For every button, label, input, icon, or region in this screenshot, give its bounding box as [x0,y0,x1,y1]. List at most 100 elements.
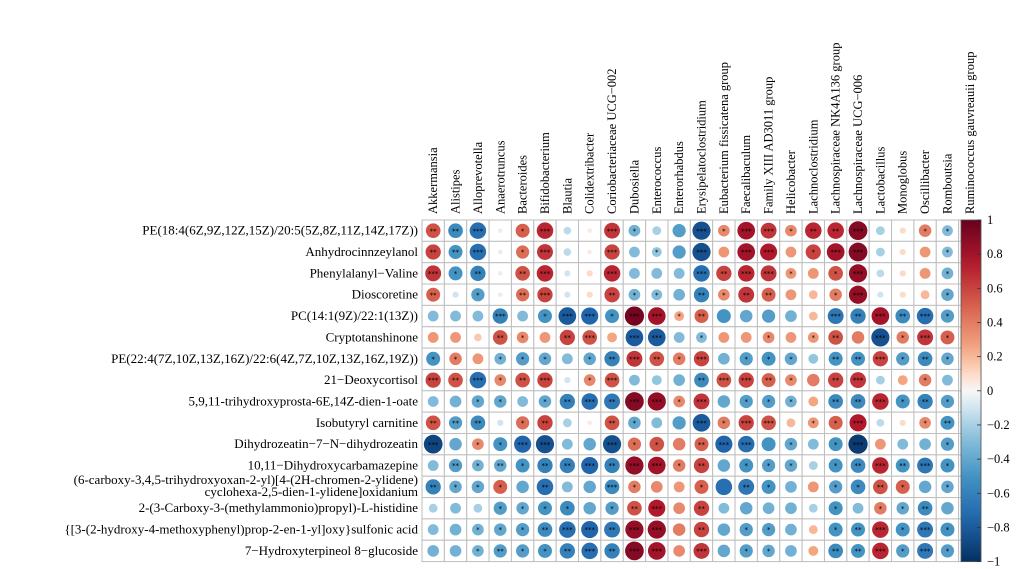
correlation-circle [651,417,663,429]
correlation-circle [493,544,507,558]
significance-star: * [834,462,838,470]
significance-star: * [499,441,503,449]
significance-star: *** [853,291,864,299]
row-label: PC(14:1(9Z)/22:1(13Z)) [291,308,418,323]
correlation-circle [604,287,620,303]
row-label: PE(18:4(6Z,9Z,12Z,15Z)/20:5(5Z,8Z,11Z,14… [142,223,418,238]
correlation-circle [808,353,819,364]
correlation-circle [826,243,845,261]
correlation-circle [940,522,955,537]
significance-star: ** [541,483,549,491]
correlation-circle [494,523,507,536]
correlation-circle [672,352,686,366]
correlation-circle [829,288,842,301]
significance-star: ** [832,355,840,363]
significance-star: * [521,355,525,363]
correlation-circle [761,351,776,366]
correlation-circle [564,377,571,384]
significance-star: *** [652,462,663,470]
correlation-circle [899,227,906,234]
correlation-circle [899,270,906,277]
significance-star: ** [698,526,706,534]
correlation-circle [694,479,709,494]
correlation-circle [785,224,797,237]
correlation-circle [448,416,463,430]
significance-star: * [499,398,503,406]
significance-star: * [700,334,704,342]
significance-star: ** [899,313,907,321]
column-label: Monoglobus [896,151,910,214]
significance-star: *** [629,313,640,321]
correlation-circle [692,242,711,262]
correlation-circle [784,352,798,366]
correlation-circle [427,332,439,343]
significance-star: * [476,398,480,406]
correlation-circle [673,288,685,301]
significance-star: *** [741,227,752,235]
significance-star: *** [875,355,886,363]
significance-star: ** [609,419,617,427]
correlation-circle [940,330,955,345]
correlation-circle [493,501,507,515]
correlation-circle [427,545,440,557]
column-label: Enterorhabdus [672,141,686,214]
significance-star: *** [629,462,640,470]
correlation-circle [850,394,866,409]
significance-star: * [521,334,525,342]
correlation-circle [785,289,797,301]
correlation-circle [425,479,441,495]
correlation-circle [515,458,530,473]
correlation-circle [672,245,686,259]
correlation-circle [718,224,730,237]
correlation-circle [899,291,906,298]
significance-star: * [789,462,793,470]
colorbar-tick-label: −0.6 [987,486,1010,500]
correlation-circle [875,375,885,385]
correlation-circle [784,459,798,472]
correlation-circle [515,223,530,238]
significance-star: ** [609,291,617,299]
correlation-circle [469,222,487,239]
correlation-circle [516,331,529,344]
correlation-circle [425,223,441,238]
significance-star: * [946,313,950,321]
correlation-circle [738,415,754,431]
significance-star: * [476,526,480,534]
significance-star: ** [519,377,527,385]
correlation-circle [718,502,730,514]
significance-star: *** [540,377,551,385]
significance-star: ** [452,377,460,385]
correlation-circle [561,438,573,450]
significance-star: * [633,441,637,449]
correlation-circle [472,459,484,472]
significance-star: *** [741,377,752,385]
correlation-circle [581,521,599,539]
significance-star: * [700,483,704,491]
correlation-circle [876,419,885,427]
significance-star: * [812,334,816,342]
correlation-circle [649,351,665,367]
significance-star: *** [652,334,663,342]
significance-star: * [454,270,458,278]
correlation-circle [625,520,644,539]
correlation-circle [425,265,442,282]
significance-star: * [946,227,950,235]
correlation-circle [647,392,666,411]
correlation-circle [515,416,530,430]
correlation-circle [604,351,620,367]
correlation-circle [628,480,641,494]
correlation-circle [449,523,462,536]
correlation-circle [586,291,593,298]
significance-star: * [946,548,950,556]
correlation-circle [916,307,934,325]
correlation-circle [651,247,662,257]
correlation-circle [559,329,575,346]
significance-star: ** [810,227,818,235]
correlation-circle [718,246,730,258]
correlation-circle [559,543,575,559]
correlation-circle [896,544,910,558]
correlation-circle [694,309,709,324]
significance-star: ** [497,548,505,556]
significance-star: * [946,291,950,299]
correlation-circle [738,372,754,388]
